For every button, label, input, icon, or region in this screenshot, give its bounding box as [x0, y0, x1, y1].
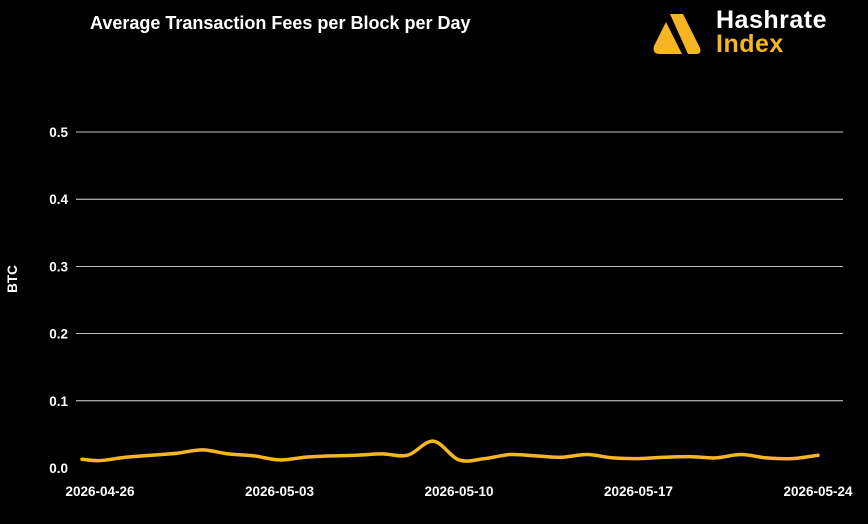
grid-lines — [76, 131, 843, 402]
data-point — [534, 454, 538, 458]
data-point — [765, 456, 769, 460]
data-point — [175, 451, 179, 455]
data-point — [662, 455, 666, 459]
logo-word-hashrate: Hashrate — [716, 6, 827, 34]
data-point — [252, 454, 256, 458]
data-point — [354, 453, 358, 457]
x-tick-label: 2026-05-17 — [604, 484, 673, 499]
x-tick-label: 2026-04-26 — [65, 484, 135, 499]
data-point — [380, 452, 384, 456]
data-point — [713, 456, 717, 460]
y-tick-label: 0.3 — [49, 259, 68, 274]
data-point — [508, 453, 512, 457]
data-point — [560, 455, 564, 459]
data-point — [431, 439, 435, 443]
chart-title: Average Transaction Fees per Block per D… — [90, 13, 471, 33]
y-tick-labels: 0.0 0.1 0.2 0.3 0.4 0.5 — [49, 125, 68, 476]
x-tick-labels: 2026-04-26 2026-05-03 2026-05-10 2026-05-17… — [65, 484, 853, 499]
logo-mark-icon — [653, 14, 701, 54]
x-tick-label: 2026-05-03 — [245, 484, 315, 499]
data-point — [483, 457, 487, 461]
y-tick-label: 0.2 — [49, 327, 68, 342]
data-point — [739, 453, 743, 457]
data-point — [406, 453, 410, 457]
data-point — [688, 455, 692, 459]
y-axis-label: BTC — [5, 265, 20, 293]
data-point — [303, 455, 307, 459]
x-tick-label: 2026-05-10 — [424, 484, 493, 499]
data-point — [790, 457, 794, 461]
y-tick-label: 0.1 — [49, 394, 68, 409]
data-point — [201, 448, 205, 452]
data-point — [149, 453, 153, 457]
y-tick-label: 0.0 — [49, 461, 68, 476]
y-tick-label: 0.5 — [49, 125, 68, 140]
data-point — [278, 458, 282, 462]
data-point — [457, 458, 461, 462]
data-point — [816, 453, 820, 457]
logo-word-index: Index — [716, 30, 784, 58]
data-point — [637, 457, 641, 461]
hashrate-index-logo: Hashrate Index — [650, 6, 850, 58]
x-tick-label: 2026-05-24 — [783, 484, 853, 499]
data-point — [226, 452, 230, 456]
data-point — [329, 454, 333, 458]
data-point — [124, 455, 128, 459]
data-point — [585, 453, 589, 457]
y-tick-label: 0.4 — [49, 192, 68, 207]
data-point — [611, 456, 615, 460]
series-line — [80, 439, 820, 463]
data-point — [98, 459, 102, 463]
